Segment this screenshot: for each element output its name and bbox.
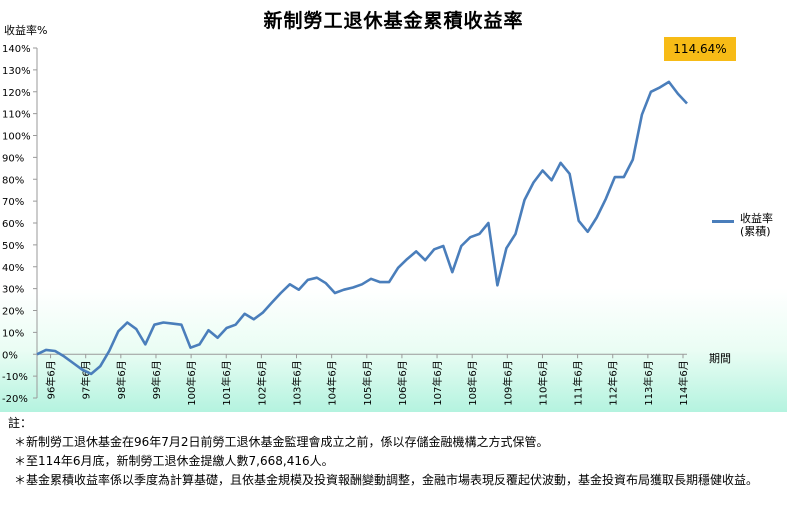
x-axis-label: 期間 (709, 352, 731, 365)
x-tick-label: 110年6月 (536, 360, 549, 405)
latest-value-callout: 114.64% (664, 37, 736, 61)
x-tick-label: 100年6月 (185, 360, 198, 405)
footnote-1: ＊新制勞工退休基金在96年7月2日前勞工退休基金監理會成立之前，係以存儲金融機構… (14, 435, 549, 449)
x-tick-label: 106年6月 (396, 360, 409, 405)
y-tick-label: 40% (2, 263, 24, 274)
x-tick-label: 96年6月 (45, 360, 58, 399)
x-tick-label: 112年6月 (607, 360, 620, 405)
x-tick-label: 99年6月 (150, 360, 163, 399)
x-tick-label: 97年6月 (80, 360, 93, 399)
y-tick-label: 0% (2, 350, 18, 361)
series-line (36, 80, 688, 376)
y-axis-label: 收益率% (4, 24, 48, 37)
y-tick-label: 20% (2, 307, 24, 318)
x-tick-label: 102年6月 (255, 360, 268, 405)
x-tick-label: 114年6月 (677, 360, 690, 405)
footnotes: 註： ＊新制勞工退休基金在96年7月2日前勞工退休基金監理會成立之前，係以存儲金… (8, 414, 782, 490)
y-tick-label: 100% (2, 132, 31, 143)
footnote-2: ＊至114年6月底，新制勞工退休金提繳人數7,668,416人。 (14, 454, 334, 468)
y-tick-label: 110% (2, 110, 31, 121)
y-tick-label: -20% (2, 394, 28, 405)
y-tick-label: 30% (2, 285, 24, 296)
chart-title: 新制勞工退休基金累積收益率 (263, 10, 524, 32)
y-tick-label: 120% (2, 88, 31, 99)
x-tick-label: 104年6月 (326, 360, 339, 405)
y-tick-label: 140% (2, 44, 31, 55)
x-tick-label: 107年6月 (431, 360, 444, 405)
y-tick-label: 50% (2, 241, 24, 252)
x-tick-label: 105年6月 (361, 360, 374, 405)
y-tick-label: 80% (2, 175, 24, 186)
y-tick-label: 90% (2, 153, 24, 164)
x-tick-label: 111年6月 (572, 360, 585, 405)
y-tick-label: 70% (2, 197, 24, 208)
y-tick-label: 130% (2, 66, 31, 77)
x-tick-label: 98年6月 (115, 360, 128, 399)
chart-panel: 新制勞工退休基金累積收益率 收益率% 114.64% -20% -10% 0% 10%… (0, 0, 787, 412)
legend-series-label: 收益率 (累積) (740, 212, 773, 238)
x-tick-label: 101年6月 (220, 360, 233, 405)
y-tick-label: 10% (2, 328, 24, 339)
footnotes-heading: 註： (8, 416, 33, 430)
x-tick-label: 113年6月 (642, 360, 655, 405)
x-tick-label: 103年6月 (291, 360, 304, 405)
legend-series-swatch (712, 220, 734, 223)
x-tick-label: 108年6月 (466, 360, 479, 405)
footnote-3: ＊基金累積收益率係以季度為計算基礎，且依基金規模及投資報酬變動調整，金融市場表現… (14, 473, 759, 487)
y-tick-label: -10% (2, 372, 28, 383)
y-tick-label: 60% (2, 219, 24, 230)
chart-plot: -20% -10% 0% 10% 20% 30% 40% 50% 60% 70% 80% 90% 100… (2, 44, 690, 406)
x-tick-label: 109年6月 (501, 360, 514, 405)
